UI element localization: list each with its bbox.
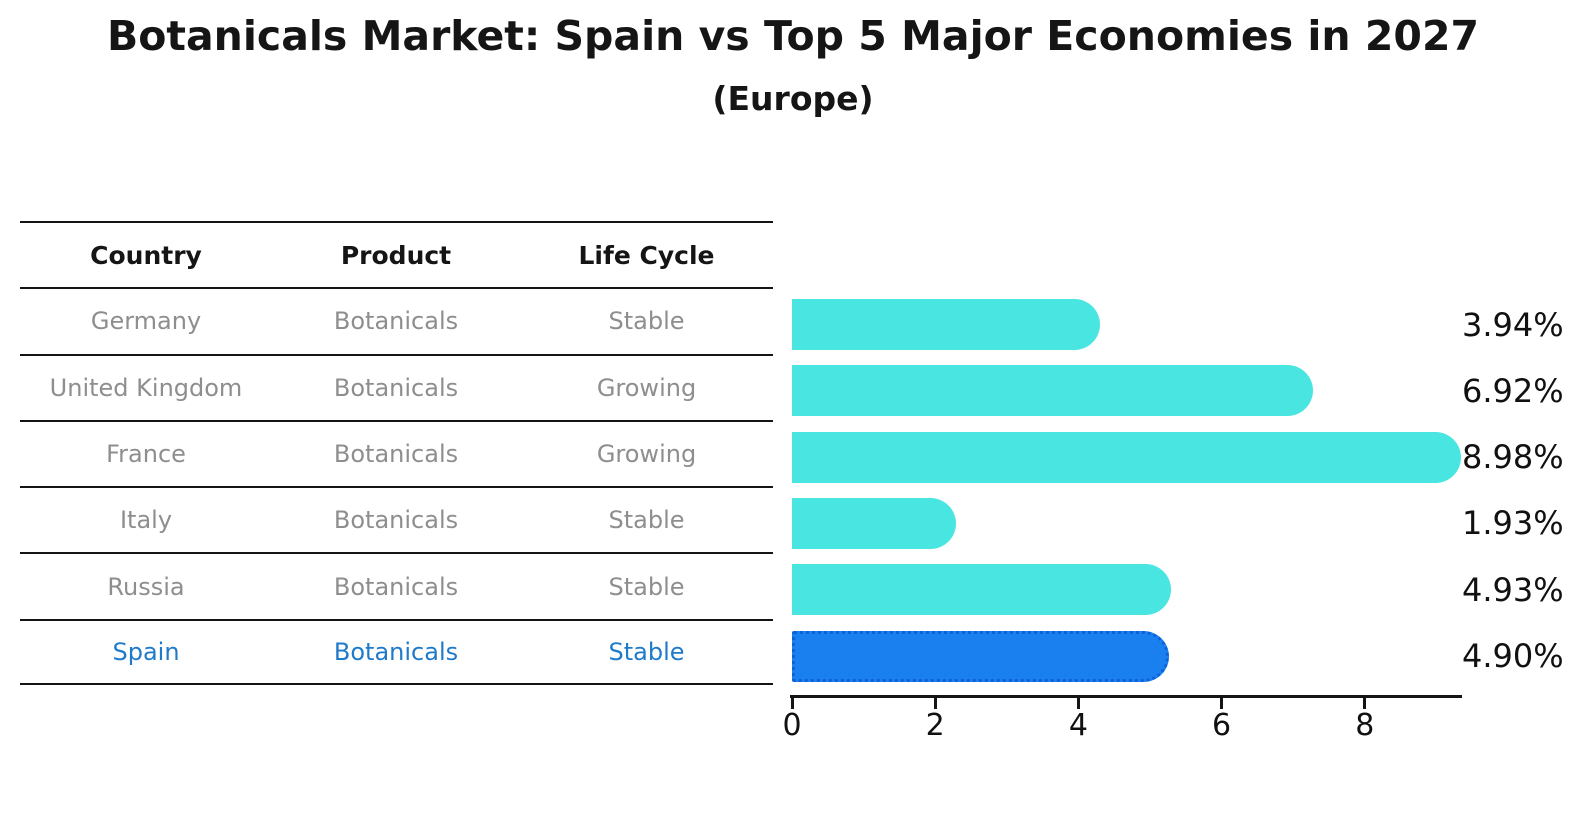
bar-germany [792,299,1101,350]
life_cycle-cell: Stable [608,307,685,336]
x-tick-label: 6 [1212,708,1232,743]
bar-russia [792,564,1171,616]
x-tick-mark [1076,698,1080,709]
bar-france [792,431,1461,483]
x-axis-line [790,695,1462,698]
country-cell: Russia [107,572,185,601]
table-row: Russia Botanicals Stable [20,552,773,618]
country-cell: France [106,440,186,469]
chart-title: Botanicals Market: Spain vs Top 5 Major … [106,12,1480,60]
bar-italy [792,497,957,549]
value-label: 6.92% [1462,371,1564,410]
table-header-row: Country Product Life Cycle [20,221,773,287]
table-row: Germany Botanicals Stable [20,287,773,353]
product-cell: Botanicals [333,440,459,469]
bar-united-kingdom [792,365,1314,417]
product-cell: Botanicals [333,307,459,336]
country-cell: United Kingdom [49,373,243,402]
column-header: Product [340,240,452,270]
x-tick-label: 8 [1355,708,1375,743]
value-label: 1.93% [1462,504,1564,543]
value-label: 4.90% [1462,637,1564,675]
country-cell: Germany [90,307,202,336]
value-label: 8.98% [1462,438,1564,477]
life_cycle-cell: Growing [596,373,697,402]
table-row: Italy Botanicals Stable [20,486,773,552]
chart-subtitle: (Europe) [712,79,874,118]
life_cycle-cell: Stable [608,506,685,535]
product-cell: Botanicals [333,637,459,666]
country-table: Country Product Life Cycle Germany Botanical… [20,221,773,686]
life_cycle-cell: Growing [596,440,697,469]
x-tick-mark [1220,698,1224,709]
product-cell: Botanicals [333,572,459,601]
x-tick-mark [790,698,794,709]
table-row: France Botanicals Growing [20,419,773,486]
country-cell: Spain [112,637,180,666]
x-tick-label: 4 [1068,708,1088,743]
product-cell: Botanicals [333,373,459,402]
life_cycle-cell: Stable [608,572,685,601]
table-row: Spain Botanicals Stable [20,618,773,686]
x-tick-mark [1363,698,1367,709]
value-label: 3.94% [1462,305,1564,344]
x-tick-label: 2 [925,708,945,743]
table-row: United Kingdom Botanicals Growing [20,353,773,420]
value-label: 4.93% [1462,570,1564,609]
x-tick-mark [933,698,937,709]
column-header: Life Cycle [578,240,715,270]
column-header: Country [90,240,202,270]
product-cell: Botanicals [333,506,459,535]
country-cell: Italy [119,506,173,535]
bar-spain [792,630,1169,682]
x-tick-label: 0 [782,708,802,743]
life_cycle-cell: Stable [608,637,685,666]
